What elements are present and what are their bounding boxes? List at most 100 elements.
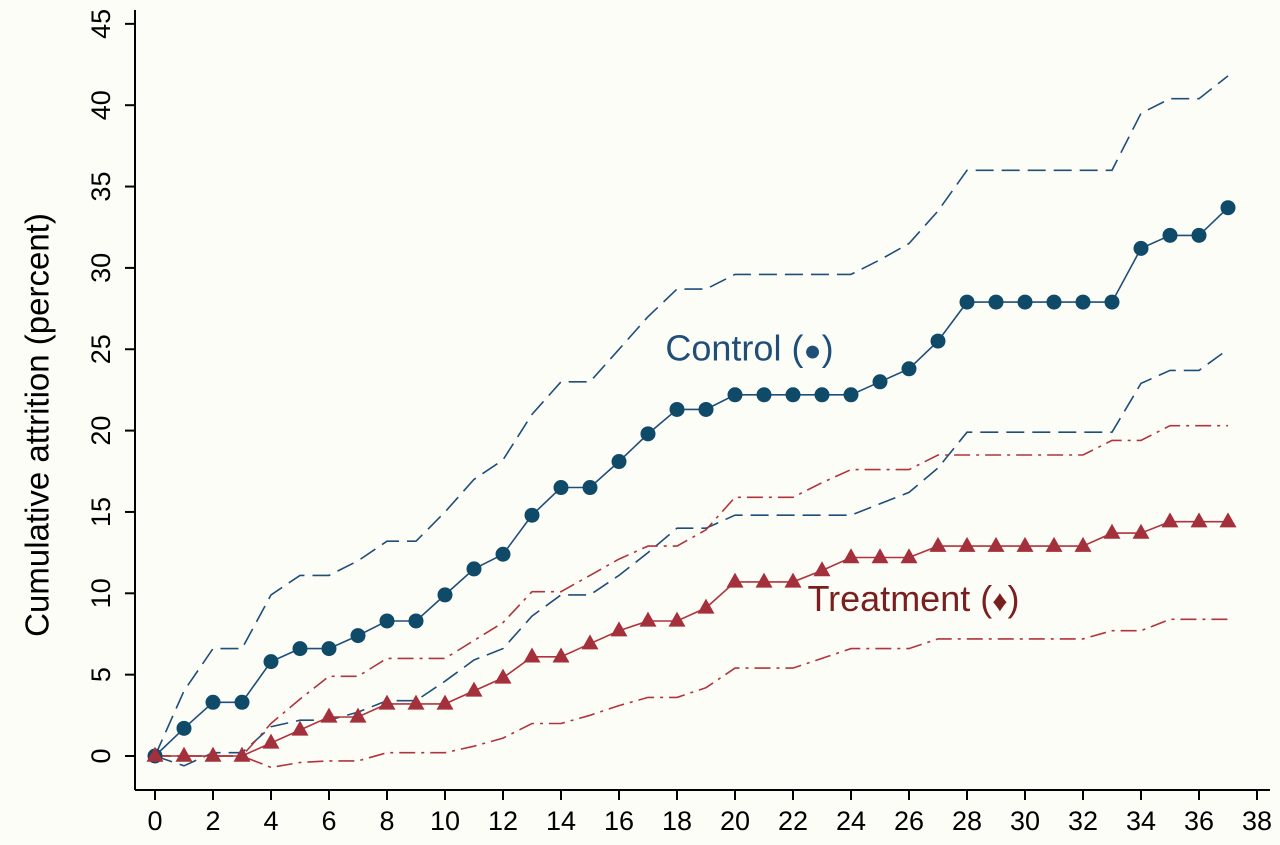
treatment-point	[610, 621, 628, 637]
treatment-point	[465, 681, 483, 697]
treatment-point	[755, 572, 773, 588]
treatment-point	[900, 548, 918, 564]
control-point	[901, 361, 917, 377]
treatment-point	[929, 536, 947, 552]
treatment-point	[320, 707, 338, 723]
y-tick-label: 15	[86, 497, 116, 527]
x-tick-label: 12	[488, 806, 518, 836]
treatment-point	[1045, 536, 1063, 552]
control-point	[466, 561, 482, 577]
control-point	[524, 507, 540, 523]
y-tick-label: 5	[86, 667, 116, 682]
control-point	[872, 374, 888, 390]
x-tick-label: 6	[321, 806, 336, 836]
control-point	[669, 401, 685, 417]
treatment-point	[1132, 523, 1150, 539]
control-point	[1046, 294, 1062, 310]
y-tick-label: 35	[86, 172, 116, 202]
control-label: Control (●)	[665, 328, 833, 369]
treatment-point	[291, 720, 309, 736]
annotations: Control (●) Treatment (♦)	[665, 328, 1019, 620]
control-point	[930, 333, 946, 349]
treatment-point	[697, 598, 715, 614]
treatment-point	[1074, 536, 1092, 552]
x-tick-label: 30	[1010, 806, 1040, 836]
treatment-point	[1219, 512, 1237, 528]
treatment-point	[726, 572, 744, 588]
y-axis-title: Cumulative attrition (percent)	[19, 213, 56, 637]
y-tick-label: 25	[86, 334, 116, 364]
treatment-point	[436, 694, 454, 710]
treatment-point	[204, 746, 222, 762]
treatment-point	[987, 536, 1005, 552]
control-point	[1104, 294, 1120, 310]
x-tick-label: 36	[1184, 806, 1214, 836]
treatment-point	[407, 694, 425, 710]
control-point	[437, 587, 453, 603]
control-point	[1133, 240, 1149, 256]
treatment-point	[494, 668, 512, 684]
control-point	[814, 387, 830, 403]
control-point	[321, 641, 337, 657]
treatment_upper-ci-line	[155, 424, 1228, 757]
control-point	[176, 720, 192, 736]
x-tick-label: 38	[1242, 806, 1272, 836]
treatment-point	[262, 733, 280, 749]
x-tick-label: 4	[263, 806, 278, 836]
control-point	[350, 628, 366, 644]
treatment-point	[813, 561, 831, 577]
control-point	[408, 613, 424, 629]
control-point	[727, 387, 743, 403]
control-point	[698, 401, 714, 417]
treatment-point	[378, 694, 396, 710]
x-tick-label: 34	[1126, 806, 1156, 836]
control-point	[843, 387, 859, 403]
x-tick-label: 22	[778, 806, 808, 836]
control-label-text: Control (	[665, 328, 803, 369]
control-point	[582, 480, 598, 496]
control-point	[263, 654, 279, 670]
y-tick-label: 20	[86, 416, 116, 446]
control-label-close: )	[822, 328, 834, 369]
treatment-point	[175, 746, 193, 762]
x-tick-label: 8	[379, 806, 394, 836]
treatment-point	[871, 548, 889, 564]
control-point	[1220, 200, 1236, 216]
control-point	[553, 480, 569, 496]
control-point	[959, 294, 975, 310]
treatment-point	[523, 647, 541, 663]
treatment-label-symbol: ♦	[992, 585, 1007, 618]
control-point	[1162, 227, 1178, 243]
treatment-point	[1190, 512, 1208, 528]
control-point	[785, 387, 801, 403]
treatment-point	[1016, 536, 1034, 552]
treatment-point	[668, 611, 686, 627]
control-point	[234, 694, 250, 710]
x-tick-label: 18	[662, 806, 692, 836]
treatment-point	[552, 647, 570, 663]
control-point	[1075, 294, 1091, 310]
y-tick-label: 40	[86, 90, 116, 120]
control-point	[292, 641, 308, 657]
control_upper-ci-line	[154, 75, 1229, 757]
treatment-point	[1161, 512, 1179, 528]
y-tick-label: 10	[86, 578, 116, 608]
x-tick-label: 0	[147, 806, 162, 836]
control-point	[756, 387, 772, 403]
control-point	[1191, 227, 1207, 243]
control-point	[988, 294, 1004, 310]
control-point	[379, 613, 395, 629]
treatment-label-close: )	[1008, 578, 1020, 619]
treatment-point	[349, 707, 367, 723]
treatment-label: Treatment (♦)	[808, 578, 1020, 619]
x-tick-label: 16	[604, 806, 634, 836]
treatment-point	[1103, 523, 1121, 539]
treatment-point	[842, 548, 860, 564]
control-point	[1017, 294, 1033, 310]
x-tick-label: 10	[430, 806, 460, 836]
treatment-point	[146, 746, 164, 762]
treatment-label-text: Treatment (	[808, 578, 993, 619]
x-tick-label: 26	[894, 806, 924, 836]
